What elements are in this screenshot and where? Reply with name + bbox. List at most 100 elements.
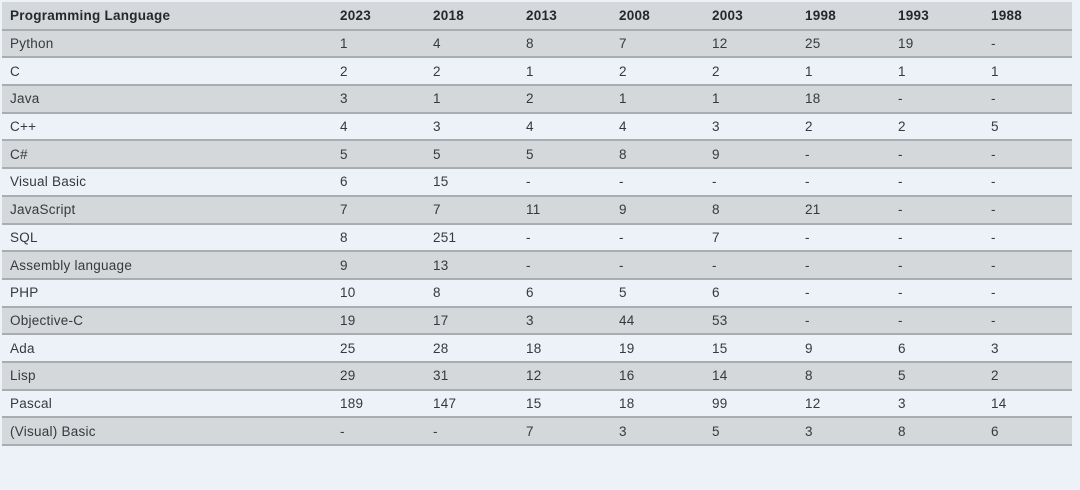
language-cell: Java <box>2 85 332 114</box>
language-cell: (Visual) Basic <box>2 417 332 446</box>
language-cell: Ada <box>2 334 332 363</box>
rank-cell: 15 <box>425 168 518 197</box>
column-header-year: 1993 <box>890 2 983 31</box>
rank-cell: 1 <box>611 85 704 114</box>
rank-cell: 5 <box>983 112 1072 142</box>
rank-cell: 8 <box>425 278 518 308</box>
rank-cell: - <box>983 278 1072 308</box>
rank-cell: - <box>983 140 1072 170</box>
rank-cell: - <box>890 251 983 280</box>
rank-cell: 1 <box>797 57 890 87</box>
rank-cell: 1 <box>890 57 983 87</box>
rank-cell: 9 <box>332 251 425 280</box>
table-row: SQL 8 251- -7- - - <box>2 223 1072 253</box>
rank-cell: 25 <box>797 29 890 59</box>
rank-cell: 2 <box>518 85 611 114</box>
language-ranking-table: Programming Language 2023 2018 2013 2008 2003… <box>2 2 1072 446</box>
rank-cell: 3 <box>704 112 797 142</box>
rank-cell: 6 <box>890 334 983 363</box>
rank-cell: 12 <box>704 29 797 59</box>
rank-cell: - <box>983 306 1072 336</box>
rank-cell: 25 <box>332 334 425 363</box>
rank-cell: 5 <box>611 278 704 308</box>
language-cell: Objective-C <box>2 306 332 336</box>
rank-cell: 4 <box>611 112 704 142</box>
language-cell: Python <box>2 29 332 59</box>
column-header-year: 2013 <box>518 2 611 31</box>
table-row: C++ 4 3 4 4 3 2 2 5 <box>2 112 1072 142</box>
rank-cell: 3 <box>797 417 890 446</box>
rank-cell: - <box>797 278 890 308</box>
language-cell: Lisp <box>2 361 332 391</box>
table-row: PHP 10 8 6 5 6- - - <box>2 278 1072 308</box>
language-cell: Assembly language <box>2 251 332 280</box>
table-row: Pascal 189 147 15 18 99 12 3 14 <box>2 389 1072 419</box>
rank-cell: 1 <box>425 85 518 114</box>
rank-cell: - <box>983 168 1072 197</box>
rank-cell: 6 <box>332 168 425 197</box>
rank-cell: - <box>890 85 983 114</box>
rank-cell: - <box>983 85 1072 114</box>
rank-cell: 44 <box>611 306 704 336</box>
rank-cell: 8 <box>518 29 611 59</box>
rank-cell: 5 <box>425 140 518 170</box>
rank-cell: 2 <box>704 57 797 87</box>
rank-cell: 189 <box>332 389 425 419</box>
rank-cell: 7 <box>332 195 425 225</box>
rank-cell: 5 <box>332 140 425 170</box>
rank-cell: - <box>890 278 983 308</box>
rank-cell: 9 <box>797 334 890 363</box>
rank-cell: 2 <box>425 57 518 87</box>
rank-cell: 19 <box>332 306 425 336</box>
column-header-year: 2023 <box>332 2 425 31</box>
rank-cell: 18 <box>611 389 704 419</box>
rank-cell: - <box>611 251 704 280</box>
rank-cell: 13 <box>425 251 518 280</box>
rank-cell: - <box>425 417 518 446</box>
rank-cell: 6 <box>983 417 1072 446</box>
rank-cell: - <box>890 195 983 225</box>
rank-cell: 7 <box>425 195 518 225</box>
rank-cell: 14 <box>983 389 1072 419</box>
rank-cell: - <box>704 251 797 280</box>
table-row: C# 5 5 5 8 9- - - <box>2 140 1072 170</box>
rank-cell: 8 <box>611 140 704 170</box>
rank-cell: - <box>518 168 611 197</box>
rank-cell: 1 <box>704 85 797 114</box>
language-cell: PHP <box>2 278 332 308</box>
rank-cell: 7 <box>704 223 797 253</box>
rank-cell: 8 <box>797 361 890 391</box>
rank-cell: - <box>611 223 704 253</box>
rank-cell: 5 <box>518 140 611 170</box>
table-row: Java 3 1 2 1 1 18- - <box>2 85 1072 114</box>
rank-cell: 3 <box>425 112 518 142</box>
rank-cell: 21 <box>797 195 890 225</box>
column-header-year: 2018 <box>425 2 518 31</box>
rank-cell: 4 <box>518 112 611 142</box>
rank-cell: 2 <box>983 361 1072 391</box>
rank-cell: - <box>890 223 983 253</box>
rank-cell: - <box>983 251 1072 280</box>
table-row: Python 1 4 8 7 12 25 19- <box>2 29 1072 59</box>
column-header-year: 2008 <box>611 2 704 31</box>
rank-cell: 9 <box>611 195 704 225</box>
rank-cell: - <box>983 223 1072 253</box>
rank-cell: 3 <box>983 334 1072 363</box>
rank-cell: - <box>704 168 797 197</box>
rank-cell: 6 <box>704 278 797 308</box>
rank-cell: 15 <box>704 334 797 363</box>
table-row: JavaScript 7 7 11 9 8 21- - <box>2 195 1072 225</box>
rank-cell: 12 <box>797 389 890 419</box>
rank-cell: 9 <box>704 140 797 170</box>
table-row: Lisp 29 31 12 16 14 8 5 2 <box>2 361 1072 391</box>
rank-cell: 7 <box>518 417 611 446</box>
rank-cell: 251 <box>425 223 518 253</box>
rank-cell: 8 <box>890 417 983 446</box>
rank-cell: 8 <box>332 223 425 253</box>
rank-cell: 18 <box>797 85 890 114</box>
rank-cell: 99 <box>704 389 797 419</box>
rank-cell: 16 <box>611 361 704 391</box>
table-row: (Visual) Basic - -7 3 5 3 8 6 <box>2 417 1072 446</box>
rank-cell: 5 <box>890 361 983 391</box>
